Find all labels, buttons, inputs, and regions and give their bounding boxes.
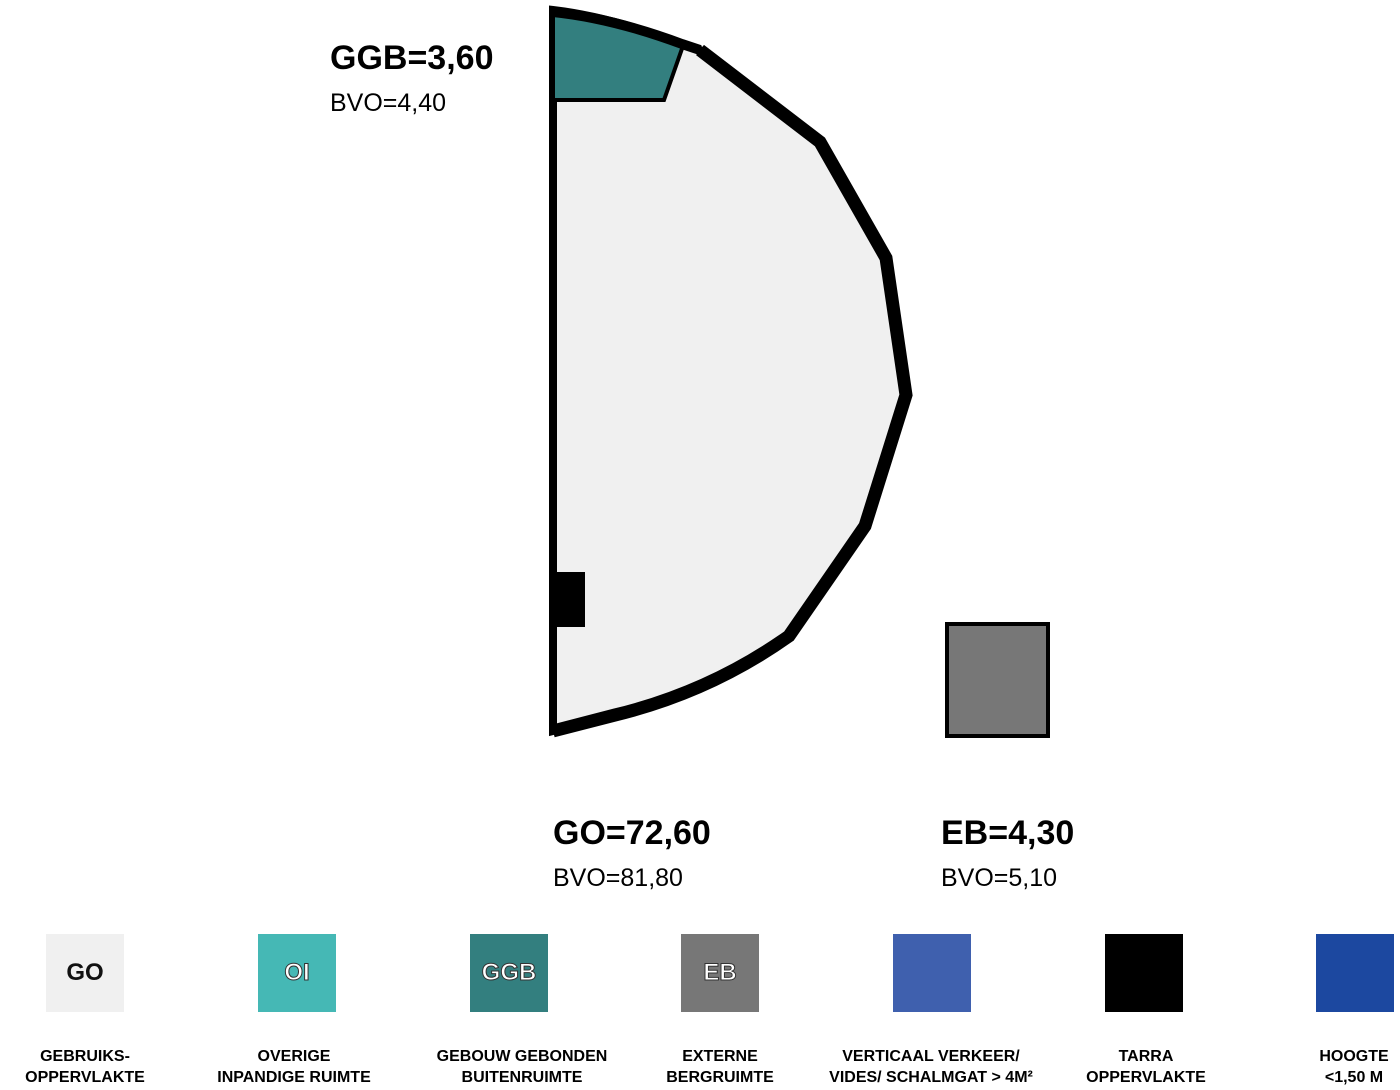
tarra-block (553, 572, 585, 627)
legend-label-eb-line1: EXTERNE (682, 1048, 758, 1065)
eb-bvo-value: BVO=5,10 (941, 864, 1058, 892)
legend-label-hoogte-line1: HOOGTE (1319, 1048, 1389, 1065)
legend-swatch-go: GO (46, 934, 124, 1012)
legend-item-ggb: GGB GEBOUW GEBONDEN BUITENRUIMTE (412, 934, 632, 1090)
legend-label-ggb: GEBOUW GEBONDEN BUITENRUIMTE (412, 1046, 632, 1088)
go-bvo-value: BVO=81,80 (553, 864, 683, 892)
legend-label-verticaal: VERTICAAL VERKEER/ VIDES/ SCHALMGAT > 4M… (821, 1046, 1041, 1088)
legend-label-go: GEBRUIKS- OPPERVLAKTE (0, 1046, 195, 1088)
legend-swatch-eb: EB (681, 934, 759, 1012)
ggb-area-label: GGB=3,60 BVO=4,40 (330, 38, 493, 118)
legend-item-eb: EB EXTERNE BERGRUIMTE (610, 934, 830, 1090)
go-area-shape (549, 5, 911, 737)
legend-swatch-oi: OI (258, 934, 336, 1012)
legend-label-oi-line2: INPANDIGE RUIMTE (217, 1069, 371, 1086)
legend-swatch-tarra (1105, 934, 1183, 1012)
legend-label-hoogte-line2: <1,50 M (1324, 1069, 1384, 1086)
legend-item-hoogte: HOOGTE <1,50 M (1244, 934, 1400, 1090)
legend-label-go-line1: GEBRUIKS- (40, 1048, 130, 1065)
legend-label-oi-line1: OVERIGE (257, 1048, 331, 1065)
legend-label-oi: OVERIGE INPANDIGE RUIMTE (184, 1046, 404, 1088)
legend-swatch-verticaal (893, 934, 971, 1012)
legend-item-tarra: TARRA OPPERVLAKTE (1036, 934, 1256, 1090)
ggb-bvo-value: BVO=4,40 (330, 89, 447, 117)
legend-label-hoogte: HOOGTE <1,50 M (1244, 1046, 1400, 1088)
legend-label-tarra-line1: TARRA (1118, 1048, 1174, 1065)
legend-label-eb: EXTERNE BERGRUIMTE (610, 1046, 830, 1088)
ggb-value: GGB=3,60 (330, 39, 494, 77)
eb-area-shape (945, 622, 1050, 738)
outer-wall-curve (551, 44, 913, 738)
legend-swatch-ggb: GGB (470, 934, 548, 1012)
legend-swatch-hoogte (1316, 934, 1394, 1012)
legend-label-tarra-line2: OPPERVLAKTE (1086, 1069, 1206, 1086)
go-area-label: GO=72,60 BVO=81,80 (553, 813, 711, 893)
legend-label-go-line2: OPPERVLAKTE (25, 1069, 145, 1086)
go-value: GO=72,60 (553, 814, 711, 852)
legend-item-go: GO GEBRUIKS- OPPERVLAKTE (0, 934, 195, 1090)
legend-label-verticaal-line2: VIDES/ SCHALMGAT > 4M² (829, 1069, 1033, 1086)
legend-label-ggb-line2: BUITENRUIMTE (461, 1069, 583, 1086)
legend-label-eb-line2: BERGRUIMTE (666, 1069, 774, 1086)
legend-label-ggb-line1: GEBOUW GEBONDEN (436, 1048, 608, 1065)
legend-item-oi: OI OVERIGE INPANDIGE RUIMTE (184, 934, 404, 1090)
eb-value: EB=4,30 (941, 814, 1075, 852)
legend-item-verticaal: VERTICAAL VERKEER/ VIDES/ SCHALMGAT > 4M… (821, 934, 1041, 1090)
outer-wall-top (552, 7, 702, 55)
eb-area-label: EB=4,30 BVO=5,10 (941, 813, 1074, 893)
legend-label-tarra: TARRA OPPERVLAKTE (1036, 1046, 1256, 1088)
legend-label-verticaal-line1: VERTICAAL VERKEER/ (842, 1048, 1020, 1065)
